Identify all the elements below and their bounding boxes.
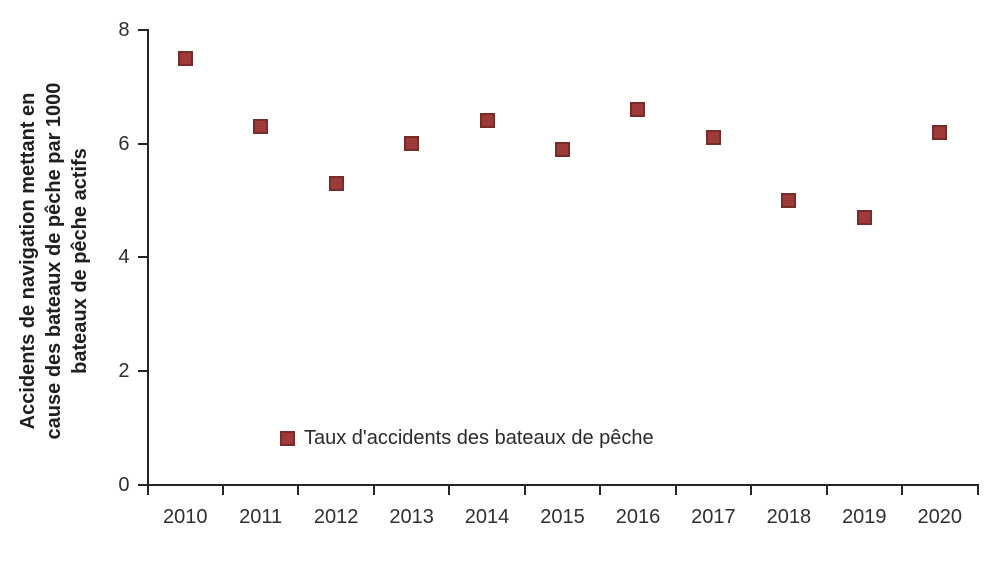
y-tick-mark [137,369,147,372]
legend: Taux d'accidents des bateaux de pêche [280,427,654,450]
x-tick-mark [901,485,904,495]
y-tick-mark [137,142,147,145]
data-point-marker [555,141,570,157]
data-point-marker [177,50,193,66]
x-tick-label: 2019 [842,505,887,528]
x-tick-label: 2010 [162,505,208,528]
y-tick-label: 8 [118,19,130,41]
x-tick-label: 2014 [464,505,510,528]
y-tick-mark [137,256,147,259]
x-tick-mark [674,485,677,495]
data-point-marker [479,113,495,129]
y-tick-label: 6 [118,132,130,155]
data-point-marker [253,119,269,135]
x-tick-mark [599,485,602,495]
x-tick-mark [221,485,224,495]
y-tick-label: 4 [118,246,130,269]
data-point-marker [781,192,797,208]
x-axis-line [146,483,979,486]
x-tick-label: 2011 [239,505,283,528]
legend-square-marker-icon [280,431,295,446]
x-tick-label: 2020 [917,505,963,528]
x-tick-label: 2016 [615,505,661,528]
x-tick-label: 2017 [691,505,736,528]
x-tick-mark [976,485,979,495]
x-tick-mark [448,485,451,495]
data-point-marker [328,175,344,191]
y-tick-mark [137,483,147,486]
data-point-marker [630,102,646,118]
x-tick-label: 2018 [766,505,812,528]
data-point-marker [856,209,872,225]
y-tick-label: 0 [118,473,130,496]
x-tick-label: 2013 [389,505,434,528]
x-tick-mark [297,485,300,495]
data-point-marker [705,130,721,146]
x-tick-mark [146,485,149,495]
x-tick-label: 2015 [540,505,585,528]
x-tick-mark [825,485,828,495]
x-tick-mark [372,485,375,495]
y-axis-title: Accidents de navigation mettant en cause… [17,82,91,440]
x-tick-mark [523,485,526,495]
y-tick-label: 2 [118,359,130,382]
data-point-marker [932,124,948,140]
y-tick-mark [137,29,147,31]
y-axis-line [146,29,149,486]
legend-label: Taux d'accidents des bateaux de pêche [304,427,654,449]
data-point-marker [404,136,420,152]
x-tick-label: 2012 [313,505,359,528]
x-tick-mark [750,485,753,495]
